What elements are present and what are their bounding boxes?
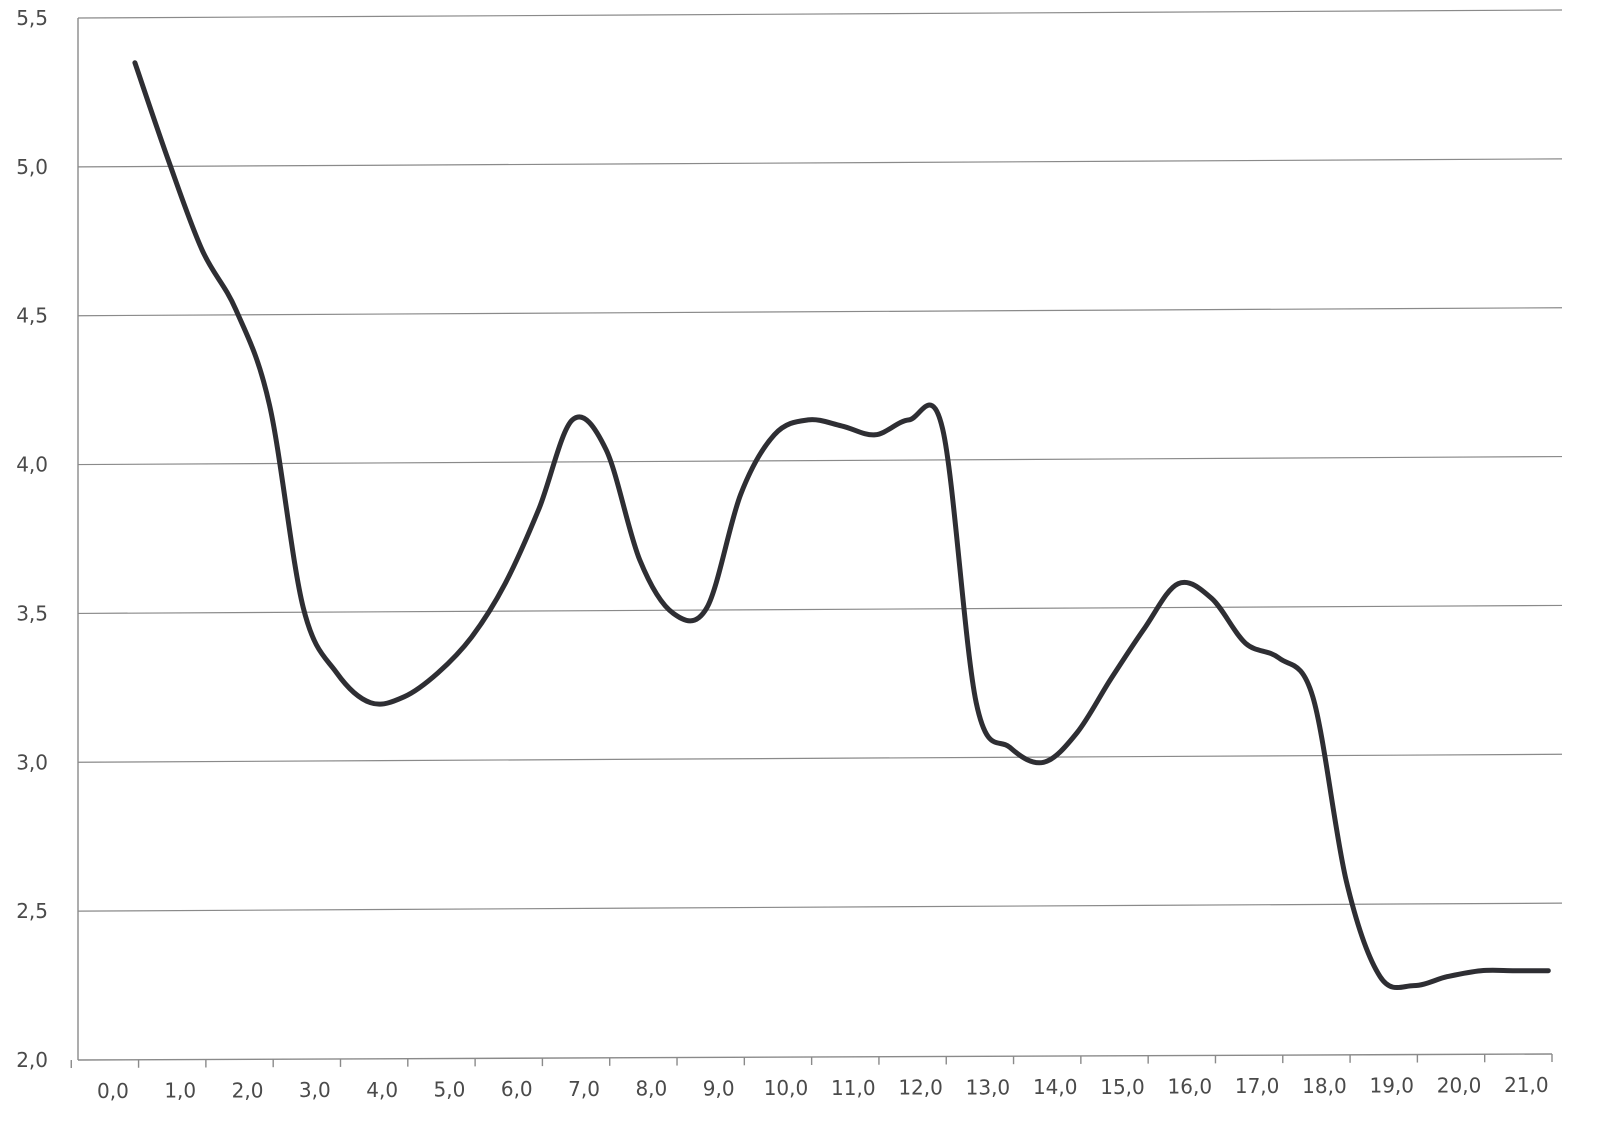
gridline-y-2 <box>77 753 1563 763</box>
y-tick-label: 3,0 <box>16 750 48 774</box>
x-tick-label: 6,0 <box>501 1077 533 1101</box>
axes <box>70 18 1553 1069</box>
x-tick-label: 7,0 <box>568 1077 600 1101</box>
x-tick-label: 16,0 <box>1168 1075 1213 1099</box>
series-line <box>132 60 1551 991</box>
gridlines <box>77 9 1563 912</box>
x-tick-label: 0,0 <box>97 1079 129 1103</box>
y-tick-label: 5,0 <box>16 155 48 179</box>
x-tick-label: 21,0 <box>1504 1073 1549 1097</box>
y-tick-label: 3,5 <box>16 601 48 625</box>
x-tick-label: 15,0 <box>1100 1075 1145 1099</box>
x-tick-label: 4,0 <box>366 1078 398 1102</box>
gridline-y-7 <box>77 9 1563 19</box>
gridline-y-5 <box>77 307 1563 317</box>
x-tick-label: 8,0 <box>635 1077 667 1101</box>
x-tick-labels: 0,0 1,0 2,0 3,0 4,0 5,0 6,0 7,0 8,0 9,0 10,0 11,0 12… <box>97 1073 1549 1103</box>
x-tick-label: 1,0 <box>164 1079 196 1103</box>
x-axis-line <box>77 1053 1553 1061</box>
x-tick-label: 9,0 <box>703 1076 735 1100</box>
y-tick-label: 2,5 <box>16 899 48 923</box>
x-tick-label: 3,0 <box>299 1078 331 1102</box>
x-tick-label: 17,0 <box>1235 1074 1280 1098</box>
x-tick-label: 5,0 <box>434 1078 466 1102</box>
gridline-y-3 <box>77 604 1563 615</box>
y-tick-labels: 2,0 2,5 3,0 3,5 4,0 4,5 5,0 5,5 <box>16 6 48 1072</box>
gridline-y-6 <box>77 158 1563 168</box>
x-tick-label: 11,0 <box>831 1076 876 1100</box>
y-tick-label: 4,0 <box>16 453 48 477</box>
x-tick-label: 13,0 <box>966 1075 1011 1099</box>
y-tick-label: 2,0 <box>16 1048 48 1072</box>
y-tick-label: 5,5 <box>16 6 48 30</box>
x-tick-label: 2,0 <box>232 1078 264 1102</box>
series <box>132 60 1551 991</box>
y-tick-label: 4,5 <box>16 304 48 328</box>
gridline-y-1 <box>77 902 1563 912</box>
x-tick-label: 18,0 <box>1302 1074 1347 1098</box>
x-tick-label: 14,0 <box>1033 1075 1078 1099</box>
x-tick-label: 12,0 <box>898 1076 943 1100</box>
gridline-y-4 <box>77 455 1563 466</box>
x-tick-label: 19,0 <box>1369 1074 1414 1098</box>
x-tick-label: 20,0 <box>1437 1073 1482 1097</box>
x-tick-label: 10,0 <box>764 1076 809 1100</box>
